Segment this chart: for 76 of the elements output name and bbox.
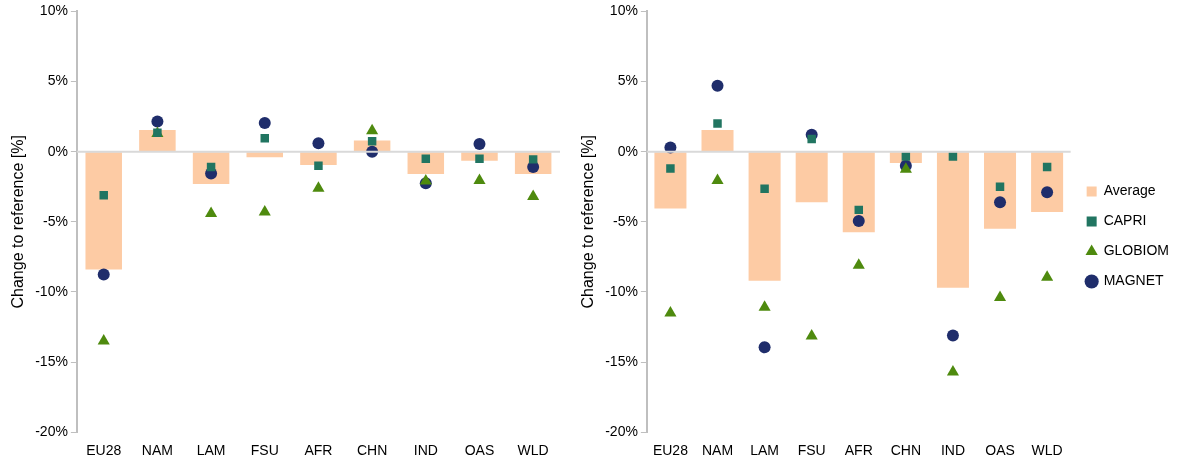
x-tick-label: AFR [844,442,873,459]
y-tick-label: 10% [609,2,638,19]
point [758,341,771,354]
y-tick-label: 10% [39,2,68,19]
y-tick-label: -15% [605,352,638,369]
point [1041,270,1054,281]
point [314,161,323,170]
point [366,123,379,135]
point [760,184,769,194]
legend-label: GLOBIOM [1103,242,1170,259]
y-tick-label: -5% [42,212,68,229]
point [258,116,271,129]
point [473,137,486,150]
y-axis-title: Change to reference [%] [579,135,597,309]
point [1041,186,1054,199]
legend-label: MAGNET [1103,272,1164,289]
point [807,134,816,144]
point [205,206,218,217]
x-tick-label: NAM [141,442,173,459]
point [151,115,164,128]
x-tick-label: FSU [797,442,826,459]
x-tick-label: OAS [464,442,495,459]
point [97,334,110,345]
point [419,174,432,185]
x-tick-label: CHN [890,442,922,459]
y-tick-label: 0% [617,142,638,159]
y-tick-label: -10% [35,282,68,299]
bar [85,152,122,270]
y-tick-label: 5% [47,72,68,89]
point [473,173,486,184]
y-tick-label: 0% [47,142,68,159]
point [475,154,484,163]
point [99,190,108,200]
point [713,119,722,128]
point [946,364,959,376]
y-tick-label: -10% [605,282,638,299]
x-tick-label: IND [413,442,438,459]
x-tick-label: EU28 [86,442,122,459]
point [260,134,269,143]
y-tick-label: -15% [35,352,68,369]
point [711,79,724,92]
x-tick-label: NAM [701,442,734,459]
point [312,137,325,150]
x-tick-label: WLD [517,442,549,459]
x-tick-label: EU28 [652,442,689,459]
x-tick-label: LAM [196,442,226,459]
point [852,258,865,269]
point [312,181,325,192]
point [758,300,771,311]
y-tick-label: -20% [605,423,638,440]
point [664,305,677,317]
x-tick-label: CHN [356,442,388,459]
point [993,290,1007,302]
x-tick-label: IND [940,442,965,459]
x-tick-label: FSU [250,442,279,459]
legend-label: CAPRI [1103,212,1147,229]
bar [139,129,176,152]
x-tick-label: LAM [750,442,779,459]
x-tick-label: AFR [304,442,333,459]
point [852,215,865,228]
point [258,204,271,216]
point [527,189,540,201]
point [711,173,724,184]
point [805,329,818,340]
point [666,164,675,173]
y-tick-label: 5% [617,72,638,89]
y-axis-title: Change to reference [%] [9,135,27,309]
point [946,329,959,342]
x-tick-label: OAS [985,442,1015,459]
point [994,196,1007,209]
point [97,268,110,281]
y-tick-label: -20% [35,423,68,440]
point [995,182,1005,191]
y-tick-label: -5% [612,212,638,229]
legend-label: Average [1103,182,1156,199]
x-tick-label: WLD [1031,442,1063,459]
